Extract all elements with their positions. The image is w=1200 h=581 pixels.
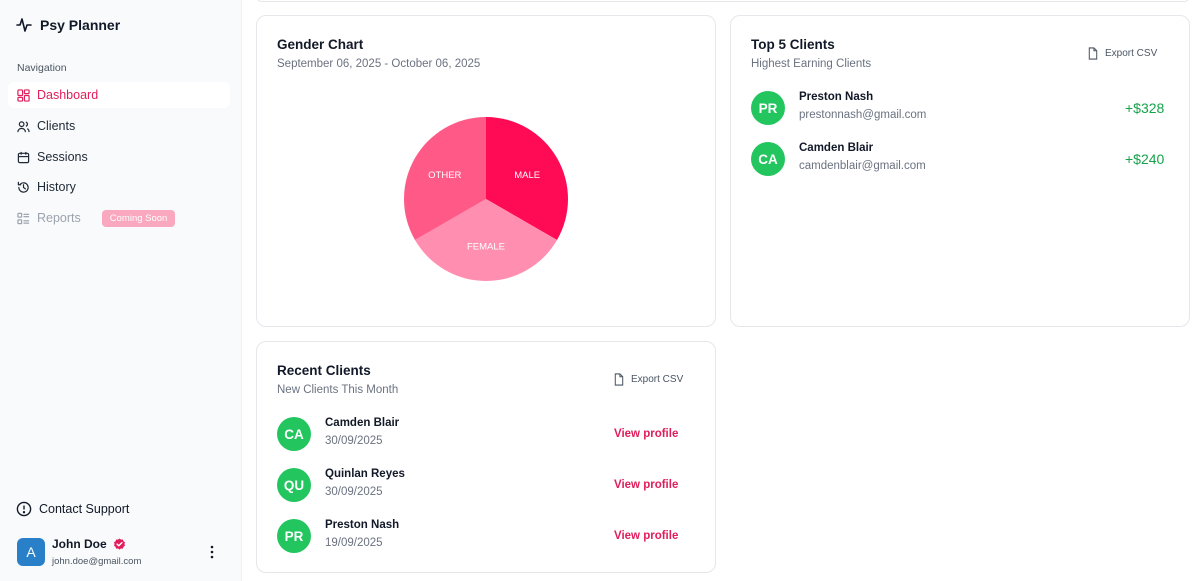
more-vertical-icon[interactable] [209,545,215,559]
card-subtitle: Highest Earning Clients [751,58,872,70]
sidebar-item-history[interactable]: History [8,174,230,200]
file-icon [614,373,624,386]
sidebar-item-label: Dashboard [37,88,99,102]
top-card-edge [256,0,1190,2]
top-clients-card: Top 5 Clients Highest Earning Clients Ex… [730,15,1190,327]
history-icon [17,181,29,193]
dashboard-icon [17,88,30,102]
calendar-icon [17,151,30,163]
pie-label-female: FEMALE [467,242,505,253]
pie-slice-female[interactable] [414,199,558,281]
reports-icon [17,212,30,224]
verified-badge-icon [113,537,125,550]
client-avatar: CA [751,142,785,176]
user-profile[interactable]: A John Doe john.doe@gmail.com [17,537,227,569]
card-title: Top 5 Clients [751,37,835,52]
client-date: 30/09/2025 [325,486,383,498]
view-profile-link[interactable]: View profile [614,479,679,491]
client-name: Camden Blair [325,417,400,429]
gender-pie-chart: MALE FEMALE OTHER [404,117,568,281]
export-csv-button[interactable]: Export CSV [1087,47,1157,60]
client-email: prestonnash@gmail.com [799,109,927,121]
client-avatar: PR [277,519,311,553]
gender-chart-card: Gender Chart September 06, 2025 - Octobe… [256,15,716,327]
export-csv-button[interactable]: Export CSV [613,373,683,386]
sidebar-item-dashboard[interactable]: Dashboard [8,82,230,108]
contact-support-label: Contact Support [39,502,130,516]
app-name: Psy Planner [40,17,121,33]
user-email: john.doe@gmail.com [52,556,142,567]
user-name-row: John Doe [52,537,126,551]
avatar: A [17,538,45,566]
pie-svg: MALE FEMALE OTHER [404,117,568,281]
brand[interactable]: Psy Planner [16,17,120,33]
client-date: 19/09/2025 [325,537,383,549]
client-amount: +$240 [1125,151,1165,167]
pie-label-other: OTHER [428,170,461,181]
sidebar-item-label: Sessions [37,150,88,164]
pulse-icon [16,18,32,32]
client-name: Preston Nash [325,519,400,531]
export-csv-label: Export CSV [631,374,684,385]
card-subtitle: New Clients This Month [277,384,399,396]
user-name: John Doe [52,537,107,551]
client-avatar: PR [751,91,785,125]
sidebar-item-label: Clients [37,119,76,133]
sidebar-item-label: Reports [37,211,81,225]
view-profile-link[interactable]: View profile [614,428,679,440]
client-avatar: CA [277,417,311,451]
recent-clients-card: Recent Clients New Clients This Month Ex… [256,341,716,573]
sidebar-item-reports: Reports Coming Soon [8,205,230,231]
client-email: camdenblair@gmail.com [799,160,926,172]
client-amount: +$328 [1125,100,1165,116]
view-profile-link[interactable]: View profile [614,530,679,542]
nav-heading: Navigation [17,62,67,74]
client-date: 30/09/2025 [325,435,383,447]
sidebar: Psy Planner Navigation Dashboard Clients… [0,0,242,581]
sidebar-item-label: History [37,180,76,194]
client-name: Preston Nash [799,91,874,103]
sidebar-item-clients[interactable]: Clients [8,113,230,139]
export-csv-label: Export CSV [1105,48,1158,59]
users-icon [17,120,30,132]
card-title: Recent Clients [277,363,371,378]
card-title: Gender Chart [277,37,364,52]
client-avatar: QU [277,468,311,502]
date-range: September 06, 2025 - October 06, 2025 [277,58,481,70]
coming-soon-badge: Coming Soon [101,209,176,227]
alert-circle-icon [16,501,32,517]
pie-slice-male[interactable] [486,117,568,240]
file-icon [1088,47,1098,60]
client-name: Camden Blair [799,142,874,154]
pie-slice-other[interactable] [404,117,486,240]
pie-label-male: MALE [514,170,540,181]
sidebar-item-sessions[interactable]: Sessions [8,144,230,170]
client-name: Quinlan Reyes [325,468,405,480]
contact-support-link[interactable]: Contact Support [16,501,129,517]
